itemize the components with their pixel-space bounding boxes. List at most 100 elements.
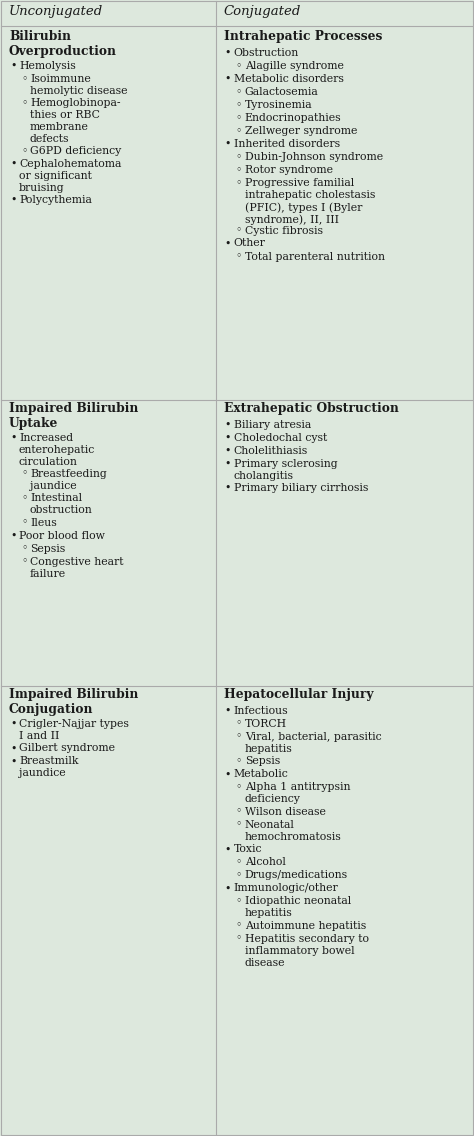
Text: Viral, bacterial, parasitic
hepatitis: Viral, bacterial, parasitic hepatitis (245, 732, 381, 754)
Text: Metabolic disorders: Metabolic disorders (234, 74, 344, 84)
Text: Conjugated: Conjugated (224, 5, 301, 18)
Text: •: • (225, 705, 231, 716)
Text: Impaired Bilirubin
Uptake: Impaired Bilirubin Uptake (9, 401, 138, 431)
Text: Dubin-Johnson syndrome: Dubin-Johnson syndrome (245, 152, 383, 162)
Text: Other: Other (234, 239, 265, 249)
Text: Alpha 1 antitrypsin
deficiency: Alpha 1 antitrypsin deficiency (245, 783, 350, 804)
Text: ◦: ◦ (236, 226, 242, 235)
Text: •: • (10, 61, 17, 70)
Text: •: • (225, 445, 231, 456)
Text: Crigler-Najjar types
I and II: Crigler-Najjar types I and II (19, 719, 129, 741)
Text: Progressive familial
intrahepatic cholestasis
(PFIC), types I (Byler
syndrome), : Progressive familial intrahepatic choles… (245, 178, 375, 225)
Text: Tyrosinemia: Tyrosinemia (245, 100, 312, 110)
Text: Immunologic/other: Immunologic/other (234, 884, 338, 893)
Text: •: • (225, 74, 231, 84)
Text: •: • (10, 159, 17, 169)
Text: Poor blood flow: Poor blood flow (19, 531, 105, 541)
Text: •: • (10, 195, 17, 204)
Text: Zellweger syndrome: Zellweger syndrome (245, 126, 357, 136)
Text: ◦: ◦ (21, 518, 27, 527)
Text: •: • (225, 139, 231, 149)
Text: •: • (10, 531, 17, 541)
Text: Extrahepatic Obstruction: Extrahepatic Obstruction (224, 401, 399, 415)
Text: ◦: ◦ (236, 921, 242, 930)
Text: •: • (225, 884, 231, 893)
Text: ◦: ◦ (236, 152, 242, 162)
Text: ◦: ◦ (21, 147, 27, 156)
Text: •: • (225, 483, 231, 493)
Text: Toxic: Toxic (234, 844, 262, 854)
Text: Primary sclerosing
cholangitis: Primary sclerosing cholangitis (234, 459, 337, 481)
Text: •: • (225, 48, 231, 58)
Text: Endocrinopathies: Endocrinopathies (245, 112, 341, 123)
Text: Breastmilk
jaundice: Breastmilk jaundice (19, 757, 79, 778)
Text: Congestive heart
failure: Congestive heart failure (30, 557, 124, 578)
Text: Ileus: Ileus (30, 518, 57, 527)
Text: Intrahepatic Processes: Intrahepatic Processes (224, 30, 382, 43)
Text: Inherited disorders: Inherited disorders (234, 139, 340, 149)
Text: ◦: ◦ (236, 870, 242, 880)
Text: Impaired Bilirubin
Conjugation: Impaired Bilirubin Conjugation (9, 687, 138, 717)
Text: •: • (225, 239, 231, 249)
Text: ◦: ◦ (21, 99, 27, 109)
Text: •: • (10, 719, 17, 729)
Text: Drugs/medications: Drugs/medications (245, 870, 348, 880)
Text: Biliary atresia: Biliary atresia (234, 419, 311, 429)
Text: ◦: ◦ (236, 100, 242, 110)
Text: ◦: ◦ (236, 61, 242, 70)
Text: Hemoglobinopa-
thies or RBC
membrane
defects: Hemoglobinopa- thies or RBC membrane def… (30, 99, 120, 144)
Text: ◦: ◦ (21, 468, 27, 478)
Text: Infectious: Infectious (234, 705, 288, 716)
Text: ◦: ◦ (21, 543, 27, 553)
Text: Bilirubin
Overproduction: Bilirubin Overproduction (9, 30, 117, 58)
Text: Hepatocellular Injury: Hepatocellular Injury (224, 687, 373, 701)
Text: Obstruction: Obstruction (234, 48, 299, 58)
Text: Unconjugated: Unconjugated (9, 5, 103, 18)
Text: ◦: ◦ (236, 732, 242, 742)
Text: ◦: ◦ (236, 87, 242, 97)
Text: Choledochal cyst: Choledochal cyst (234, 433, 327, 443)
Text: ◦: ◦ (236, 165, 242, 175)
Text: ◦: ◦ (21, 74, 27, 84)
Text: •: • (10, 743, 17, 753)
Text: TORCH: TORCH (245, 719, 287, 729)
Text: Alagille syndrome: Alagille syndrome (245, 61, 344, 70)
Text: Wilson disease: Wilson disease (245, 807, 326, 817)
Text: Rotor syndrome: Rotor syndrome (245, 165, 333, 175)
Text: G6PD deficiency: G6PD deficiency (30, 147, 121, 156)
Text: Cystic fibrosis: Cystic fibrosis (245, 226, 323, 235)
Text: •: • (225, 769, 231, 779)
Text: Hemolysis: Hemolysis (19, 61, 76, 70)
Text: ◦: ◦ (236, 757, 242, 767)
Text: Neonatal
hemochromatosis: Neonatal hemochromatosis (245, 820, 341, 842)
Text: •: • (225, 433, 231, 443)
Text: Sepsis: Sepsis (30, 543, 65, 553)
Text: ◦: ◦ (236, 126, 242, 136)
Text: Metabolic: Metabolic (234, 769, 288, 779)
Text: Gilbert syndrome: Gilbert syndrome (19, 743, 115, 753)
Text: Primary biliary cirrhosis: Primary biliary cirrhosis (234, 483, 368, 493)
Text: Galactosemia: Galactosemia (245, 87, 319, 97)
Text: •: • (225, 459, 231, 468)
Text: ◦: ◦ (236, 858, 242, 867)
Text: •: • (10, 757, 17, 767)
Text: ◦: ◦ (21, 493, 27, 503)
Text: Hepatitis secondary to
inflammatory bowel
disease: Hepatitis secondary to inflammatory bowe… (245, 934, 369, 968)
Text: ◦: ◦ (236, 896, 242, 907)
Text: ◦: ◦ (236, 783, 242, 792)
Text: •: • (225, 419, 231, 429)
Text: ◦: ◦ (236, 719, 242, 729)
Text: Total parenteral nutrition: Total parenteral nutrition (245, 251, 385, 261)
Text: ◦: ◦ (236, 178, 242, 187)
Text: ◦: ◦ (236, 251, 242, 261)
Text: ◦: ◦ (21, 557, 27, 567)
Text: ◦: ◦ (236, 820, 242, 829)
Text: ◦: ◦ (236, 807, 242, 817)
Text: ◦: ◦ (236, 934, 242, 944)
Text: Cephalohematoma
or significant
bruising: Cephalohematoma or significant bruising (19, 159, 121, 193)
Text: Alcohol: Alcohol (245, 858, 285, 867)
Text: Isoimmune
hemolytic disease: Isoimmune hemolytic disease (30, 74, 128, 97)
Text: •: • (10, 433, 17, 443)
Text: •: • (225, 844, 231, 854)
Text: ◦: ◦ (236, 112, 242, 123)
